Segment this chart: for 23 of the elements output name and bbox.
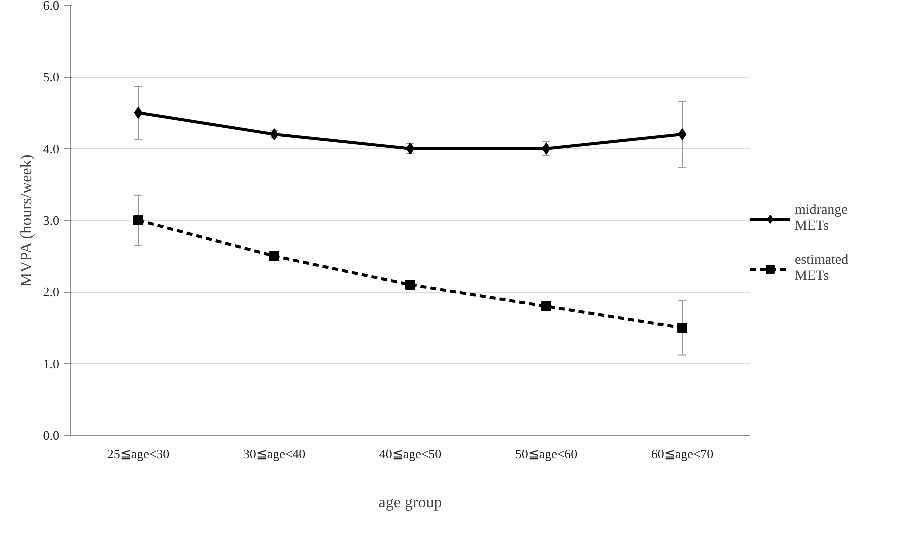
y-axis-title: MVPA (hours/week) (18, 154, 36, 288)
x-tick-label: 30≦age<40 (243, 446, 306, 462)
y-tick-label: 6.0 (43, 0, 60, 13)
x-tick-label: 50≦age<60 (515, 446, 578, 462)
y-tick-label: 3.0 (43, 213, 60, 228)
point (542, 302, 552, 312)
x-tick-label: 25≦age<30 (107, 446, 170, 462)
y-tick-label: 0.0 (43, 428, 60, 443)
point (134, 107, 143, 119)
y-tick-label: 2.0 (43, 284, 60, 300)
point (678, 323, 688, 333)
x-axis-title: age group (378, 494, 442, 512)
x-tick-label: 60≦age<70 (651, 446, 714, 462)
y-tick-label: 5.0 (43, 70, 60, 85)
point (406, 280, 416, 290)
legend-label: estimated METs (795, 253, 849, 285)
point (134, 216, 144, 226)
y-tick-label: 4.0 (43, 141, 60, 156)
legend-label: midrange METs (795, 203, 848, 235)
y-tick-label: 1.0 (43, 356, 60, 372)
point (270, 251, 280, 262)
point (678, 128, 687, 140)
x-tick-label: 40≦age<50 (379, 446, 442, 462)
